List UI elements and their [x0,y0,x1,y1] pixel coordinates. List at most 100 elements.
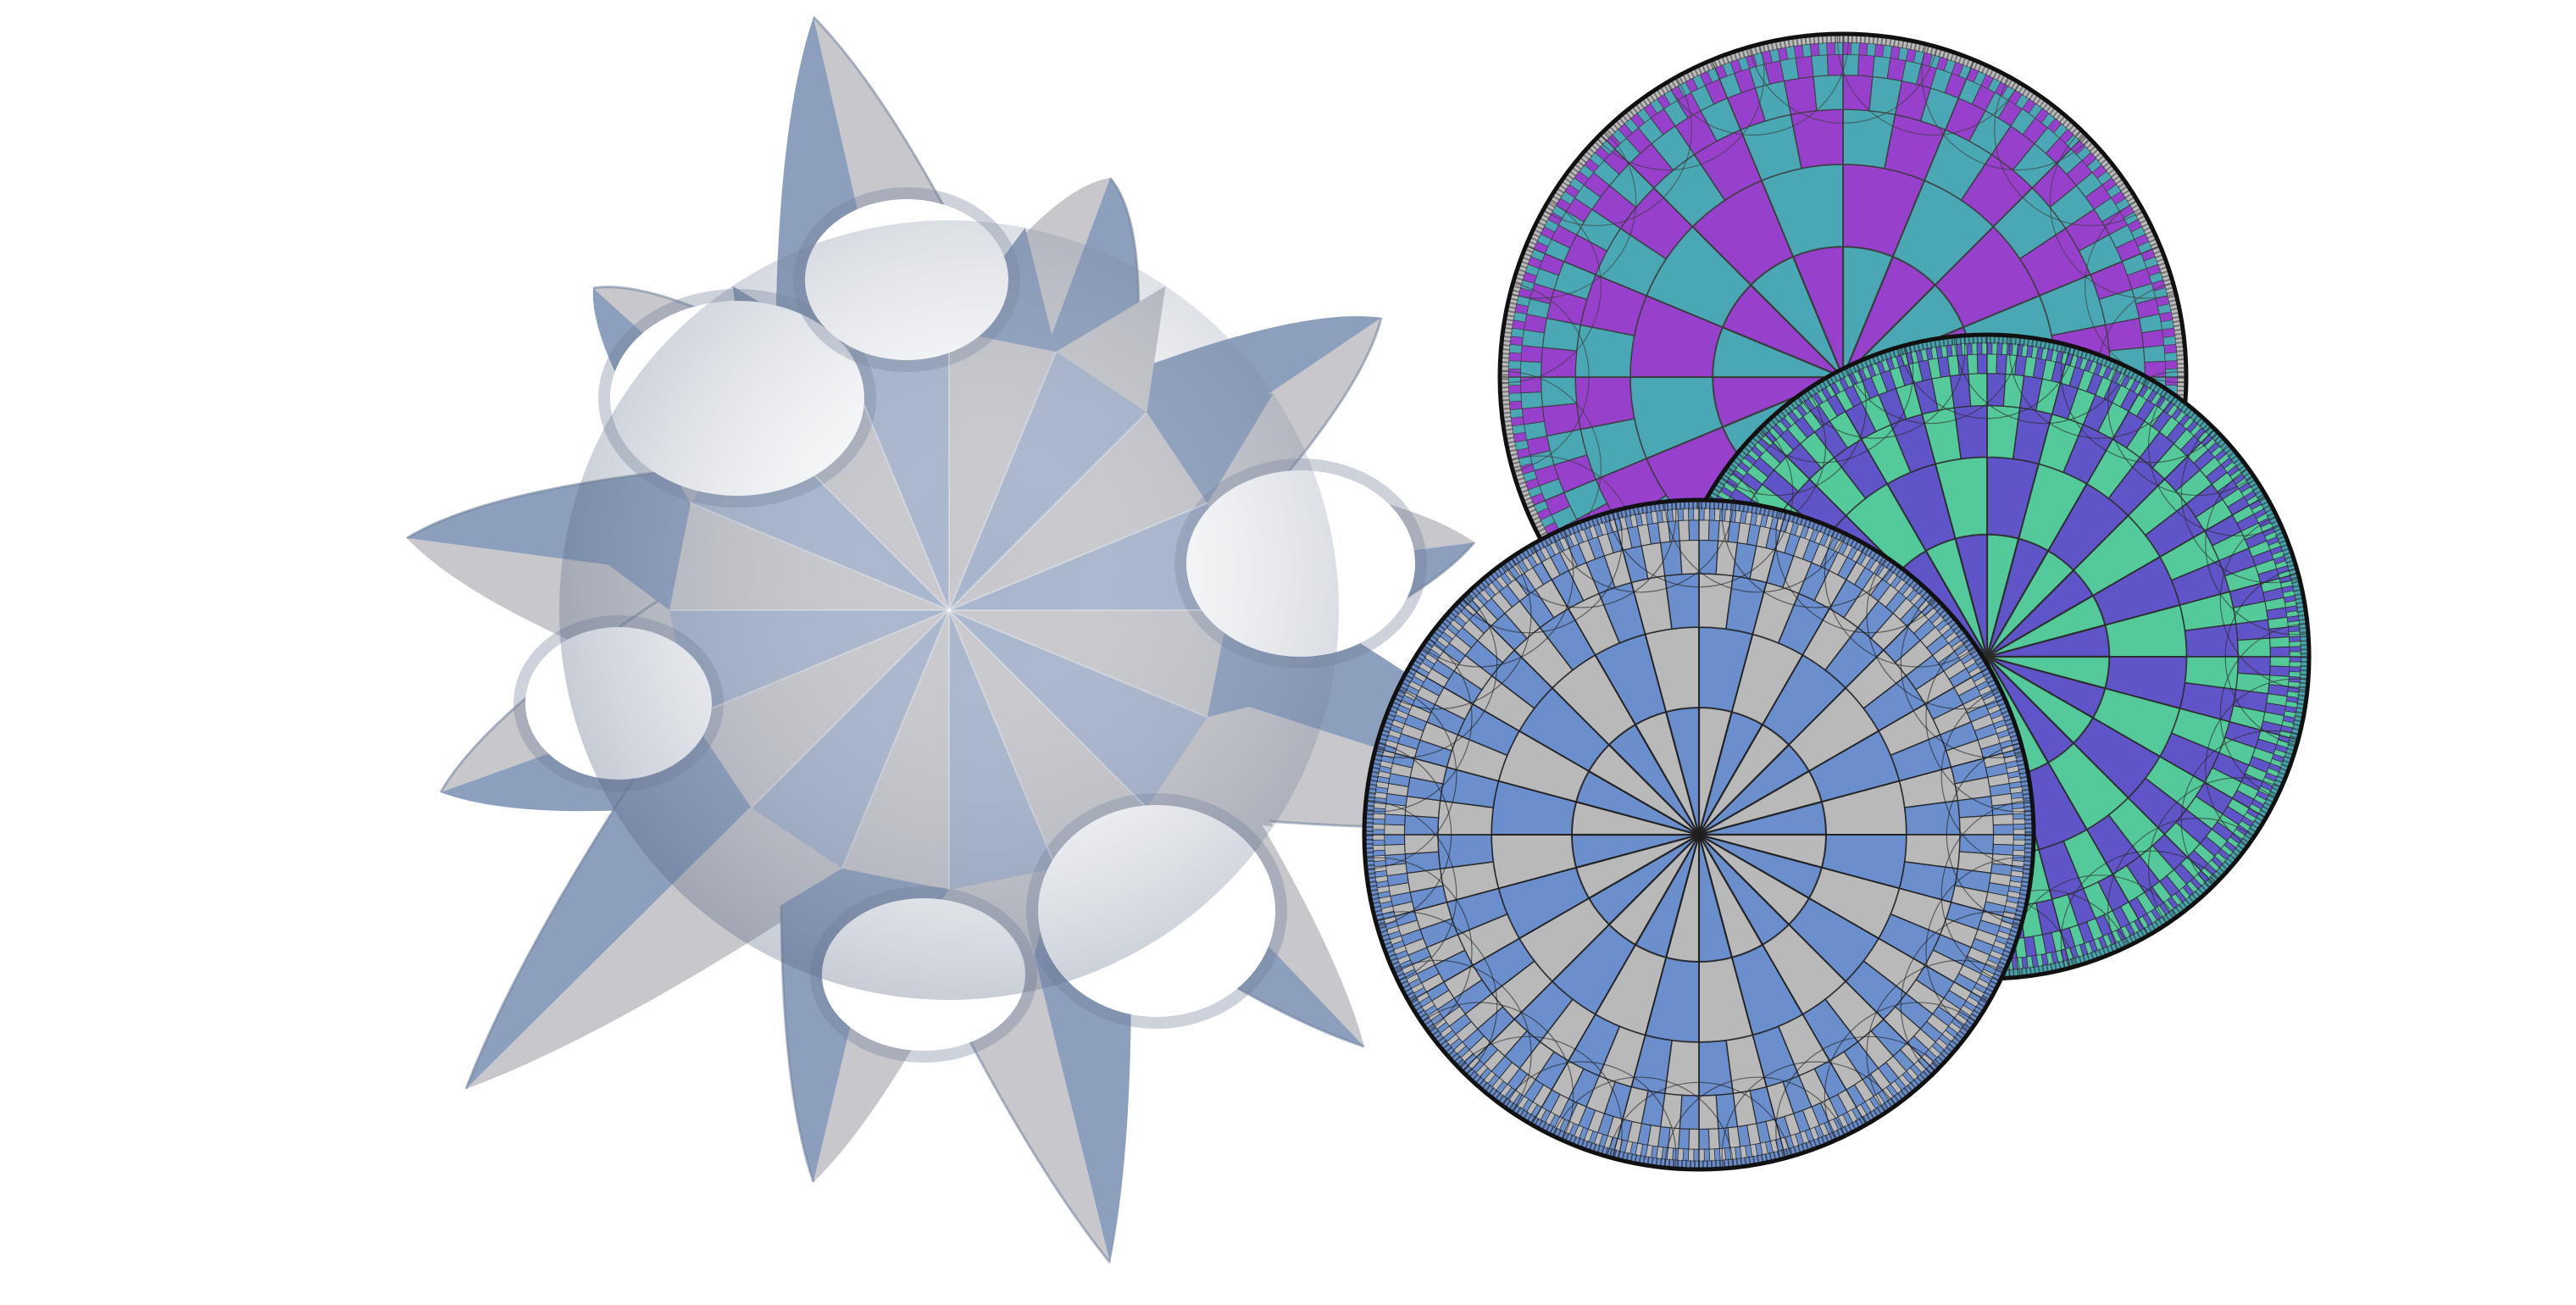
disk-geodesic [1698,834,2023,922]
disk-tile [1508,352,1522,362]
disk-tiling [1364,500,2034,1169]
disk-geodesic [1600,134,1844,378]
disk-tile [1520,391,1543,409]
disk-geodesic-arc [1545,1076,1735,1169]
disk-geodesic [1462,597,1700,836]
disk-geodesic [1530,544,1700,836]
disk-geodesic-arc [1663,500,1853,593]
disk-tile [2012,824,2026,830]
disk-geodesic-arc [1946,740,2034,930]
disk-geodesic [1842,59,1975,378]
disk-tile [1992,814,2014,826]
disk-tile [1688,1128,1700,1150]
disk-tile [1715,1092,1739,1130]
disk-tile [1986,353,1998,375]
disk-geodesic [1698,834,1990,1003]
disk-tile [1795,55,1814,80]
disk-tile [1992,824,2014,836]
disk-geodesic [1698,834,1786,1158]
disk-tile [2269,656,2290,668]
disk-geodesic-arc [2219,508,2309,691]
disk-tile [1507,384,1522,394]
disk-geodesic [1842,134,2086,378]
disk-geodesic-arc [1364,799,1457,989]
disk-tile [1966,342,1973,355]
disk-tile [1372,818,1385,825]
disk-geodesic [1986,345,2072,658]
disk-tile [1384,824,1406,836]
disk-tile [1682,508,1690,521]
disk-tile [1677,508,1685,521]
disk-geodesic-arc [1896,335,2079,419]
disk-geodesic [1525,376,1844,509]
disk-tile [2164,352,2178,362]
disk-geodesic-arc [1940,799,2034,989]
disk-tile [2012,829,2026,836]
disk-tile [2235,619,2271,641]
disk-tile [1996,353,2007,375]
disk-geodesic [1986,572,2299,658]
disk-tile [1811,54,1829,77]
disk-geodesic [1698,511,1786,836]
disk-tile [1508,400,1523,411]
disk-geodesic [1986,656,2149,936]
disk-tile [1509,408,1524,419]
disk-boundary-band [1666,336,2308,978]
disk-tile [1708,508,1716,521]
disk-geodesic [1408,666,1700,836]
disk-tile [1384,843,1406,856]
disk-tile [1372,834,1385,841]
disk-tile [1858,42,1868,56]
disk-geodesic [1530,834,1700,1125]
disk-tile [1992,843,2014,856]
disk-geodesic-arc [1746,34,1940,124]
disk-geodesic-arc [1994,34,2186,226]
disk-geodesic [1698,834,1868,1125]
disk-tile [1996,342,2003,355]
disk-geodesic-arc [1545,500,1735,593]
disk-tile [1372,844,1385,852]
surface-shading [559,220,1339,1000]
disk-geodesic [1986,495,2267,658]
disk-geodesic [1986,656,2216,886]
disk-geodesic-arc [1364,680,1457,870]
disk-geodesic-arc [1364,740,1452,930]
disk-geodesic-arc [2224,565,2309,747]
disk-tile [1713,1148,1721,1162]
disk-geodesic [1698,544,1868,836]
disk-tile [1404,851,1441,875]
disk-tile [1698,508,1705,521]
disk-tile [1991,342,1998,355]
disk-tile [1659,540,1683,577]
disk-tile [2289,656,2301,663]
disk-tile [1850,42,1860,56]
disk-tile [1384,814,1406,826]
disk-geodesic-arc [1604,500,1794,588]
disk-tile [2269,646,2290,658]
disk-geodesic [1462,834,1700,1072]
disk-tile [2012,818,2026,825]
disk-tile [2162,336,2177,347]
disk-tile [1703,508,1710,521]
disk-tile [1682,1148,1690,1162]
disk-geodesic [1902,345,1988,658]
disk-tile [1698,1148,1705,1162]
disk-tile [2269,665,2290,677]
disk-tile [2140,329,2165,348]
disk-tile [2012,834,2026,841]
disk-geodesic [1698,597,1936,836]
disk-tile [1703,1148,1710,1162]
disk-tile [2289,636,2301,642]
disk-tile [2289,651,2301,658]
disk-tile [1949,373,1972,408]
disk-geodesic-arc [1839,335,2021,425]
disk-geodesic-arc [1953,889,2135,979]
disk-tile [1976,353,1988,375]
disk-tile [2164,360,2179,370]
disk-tile [1707,1128,1720,1150]
disk-tile [1826,42,1836,56]
disk-tile [1981,342,1988,355]
disk-tile [2012,813,2026,820]
disk-tile [1866,42,1877,57]
